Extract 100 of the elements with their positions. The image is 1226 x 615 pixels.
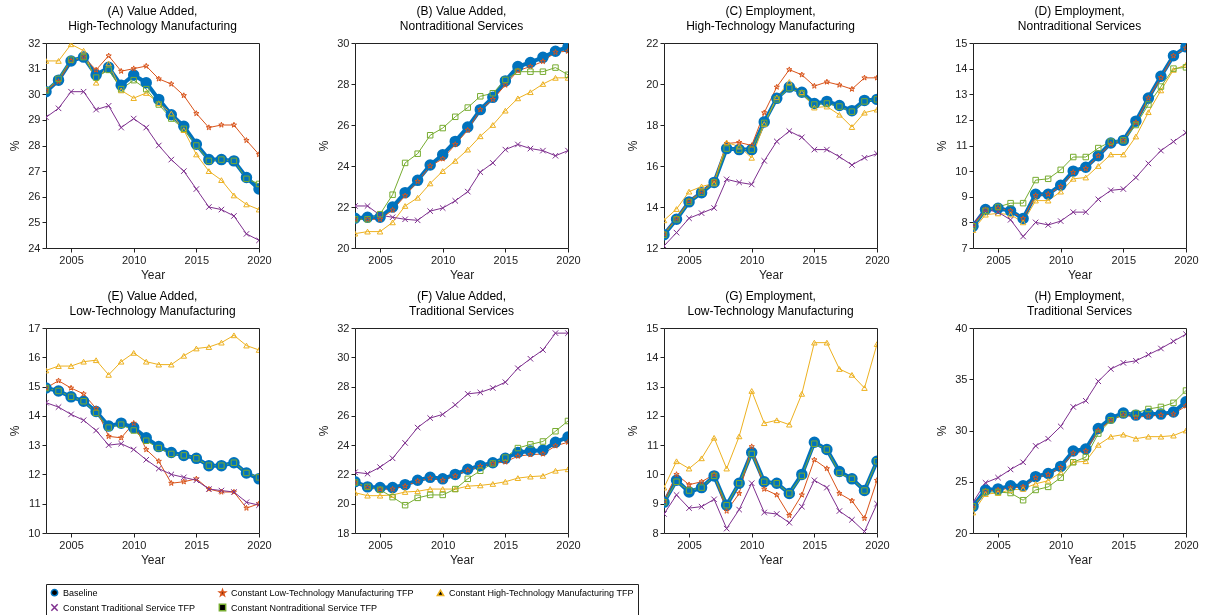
y-tick-label: 18 <box>646 118 659 131</box>
y-tick-label: 28 <box>337 77 350 90</box>
legend-label: Constant Low-Technology Manufacturing TFP <box>231 587 414 598</box>
y-tick-label: 14 <box>646 350 659 363</box>
y-tick-label: 11 <box>29 497 41 510</box>
y-tick-label: 25 <box>955 475 968 488</box>
legend-label: Baseline <box>63 587 98 598</box>
x-axis-title: Year <box>758 267 784 282</box>
x-tick-label: 2020 <box>556 253 581 266</box>
y-tick-label: 10 <box>646 467 659 480</box>
y-tick-label: 30 <box>337 36 350 49</box>
y-tick-label: 31 <box>28 62 41 75</box>
y-tick-label: 16 <box>646 159 659 172</box>
x-tick-label: 2010 <box>1048 253 1074 266</box>
y-tick-label: 11 <box>647 438 659 451</box>
x-tick-label: 2015 <box>1111 253 1137 266</box>
y-tick-label: 12 <box>955 113 968 126</box>
legend-label: Constant Traditional Service TFP <box>63 602 195 613</box>
legend-label: Constant Nontraditional Service TFP <box>231 602 377 613</box>
y-tick-label: 7 <box>961 241 968 254</box>
chart-title: (F) Value Added, Traditional Services <box>409 289 514 318</box>
y-tick-label: 27 <box>28 164 41 177</box>
y-tick-label: 9 <box>961 190 968 203</box>
y-tick-label: 26 <box>337 118 350 131</box>
chart-title: (A) Value Added, High-Technology Manufacturing <box>68 4 237 33</box>
x-tick-label: 2005 <box>677 538 702 551</box>
y-axis-title: % <box>626 140 641 152</box>
y-tick-label: 30 <box>337 350 350 363</box>
y-tick-label: 26 <box>337 409 350 422</box>
y-tick-label: 32 <box>337 321 350 334</box>
y-tick-label: 9 <box>652 497 659 510</box>
y-axis-title: % <box>935 140 950 152</box>
x-tick-label: 2015 <box>802 253 828 266</box>
y-tick-label: 12 <box>28 467 41 480</box>
y-tick-label: 26 <box>28 190 41 203</box>
y-tick-label: 25 <box>28 215 41 228</box>
x-axis-title: Year <box>449 552 475 567</box>
x-tick-label: 2005 <box>59 253 84 266</box>
x-tick-label: 2005 <box>986 253 1011 266</box>
x-tick-label: 2015 <box>184 253 210 266</box>
y-tick-label: 24 <box>28 241 41 254</box>
x-tick-label: 2015 <box>1111 538 1137 551</box>
y-tick-label: 40 <box>955 321 968 334</box>
y-tick-label: 14 <box>955 62 968 75</box>
x-tick-label: 2005 <box>368 538 393 551</box>
y-tick-label: 8 <box>652 526 659 539</box>
y-tick-label: 13 <box>955 87 968 100</box>
legend-label: Constant High-Technology Manufacturing TFP <box>449 587 634 598</box>
y-tick-label: 32 <box>28 36 41 49</box>
x-tick-label: 2005 <box>677 253 702 266</box>
y-tick-label: 12 <box>646 409 659 422</box>
chart-title: (C) Employment, High-Technology Manufacturing <box>686 4 855 33</box>
x-tick-label: 2005 <box>986 538 1011 551</box>
x-tick-label: 2020 <box>247 253 272 266</box>
y-tick-label: 10 <box>28 526 41 539</box>
x-axis-title: Year <box>140 267 166 282</box>
x-tick-label: 2020 <box>865 253 890 266</box>
y-axis-title: % <box>317 140 332 152</box>
y-tick-label: 20 <box>646 77 659 90</box>
x-tick-label: 2015 <box>802 538 828 551</box>
y-tick-label: 24 <box>337 159 350 172</box>
x-tick-label: 2020 <box>247 538 272 551</box>
y-tick-label: 35 <box>955 372 968 385</box>
y-tick-label: 15 <box>646 321 659 334</box>
chart-title: (D) Employment, Nontraditional Services <box>1017 4 1142 33</box>
y-tick-label: 8 <box>961 215 968 228</box>
y-tick-label: 12 <box>646 241 659 254</box>
y-axis-title: % <box>8 140 23 152</box>
y-tick-label: 22 <box>337 200 350 213</box>
y-tick-label: 22 <box>646 36 659 49</box>
chart-title: (H) Employment, Traditional Services <box>1027 289 1132 318</box>
x-tick-label: 2010 <box>121 538 147 551</box>
y-axis-title: % <box>8 425 23 437</box>
x-tick-label: 2005 <box>59 538 84 551</box>
x-tick-label: 2010 <box>1048 538 1074 551</box>
x-tick-label: 2010 <box>430 253 456 266</box>
chart-title: (B) Value Added, Nontraditional Services <box>399 4 524 33</box>
y-tick-label: 14 <box>28 409 41 422</box>
y-tick-label: 24 <box>337 438 350 451</box>
x-tick-label: 2010 <box>121 253 147 266</box>
y-axis-title: % <box>626 425 641 437</box>
x-tick-label: 2015 <box>184 538 210 551</box>
x-axis-title: Year <box>1067 267 1093 282</box>
x-axis-title: Year <box>758 552 784 567</box>
x-tick-label: 2020 <box>1174 538 1199 551</box>
y-tick-label: 13 <box>646 380 659 393</box>
x-tick-label: 2010 <box>430 538 456 551</box>
y-tick-label: 18 <box>337 526 350 539</box>
x-tick-label: 2015 <box>493 253 519 266</box>
y-tick-label: 30 <box>28 87 41 100</box>
y-axis-title: % <box>935 425 950 437</box>
x-tick-label: 2010 <box>739 253 765 266</box>
chart-title: (E) Value Added, Low-Technology Manufacturing <box>69 289 236 318</box>
y-tick-label: 16 <box>28 350 41 363</box>
y-tick-label: 15 <box>28 380 41 393</box>
y-tick-label: 15 <box>955 36 968 49</box>
x-axis-title: Year <box>140 552 166 567</box>
y-tick-label: 20 <box>337 241 350 254</box>
y-tick-label: 14 <box>646 200 659 213</box>
y-axis-title: % <box>317 425 332 437</box>
